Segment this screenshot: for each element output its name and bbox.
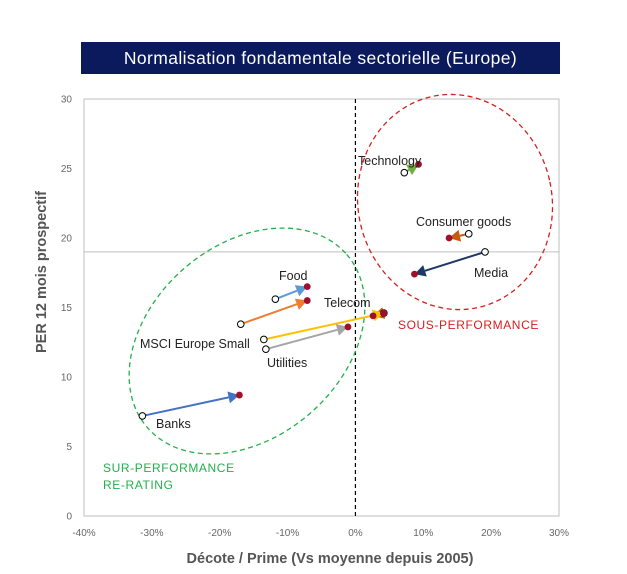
y-tick-label: 5	[66, 442, 72, 453]
series-label: Media	[474, 266, 508, 280]
y-tick-label: 10	[61, 373, 73, 384]
end-point	[411, 270, 418, 278]
x-tick-label: 10%	[413, 528, 433, 539]
series-label: Consumer goods	[416, 215, 511, 229]
chart-labels: Technology Consumer goods Media Food Telecom…	[140, 154, 511, 431]
end-point	[369, 312, 377, 320]
plot-frame	[83, 98, 560, 517]
start-point	[400, 168, 409, 177]
y-tick-label: 20	[61, 234, 73, 245]
arrow-line	[263, 314, 374, 341]
zone-ellipse	[128, 227, 366, 455]
y-tick-label: 25	[61, 164, 73, 175]
end-point	[344, 323, 352, 331]
x-tick-label: -40%	[72, 528, 95, 539]
x-axis-title: Décote / Prime (Vs moyenne depuis 2005)	[187, 551, 474, 567]
x-tick-label: 20%	[481, 528, 501, 539]
start-point	[138, 412, 147, 420]
end-point	[415, 160, 422, 168]
zone-label: RE-RATING	[103, 478, 174, 492]
zone-label: SUR-PERFORMANCE	[103, 461, 235, 475]
series-label: Banks	[156, 417, 191, 431]
x-tick-label: -20%	[208, 528, 231, 539]
end-point	[303, 297, 311, 304]
chart-axes: -40% -30% -20% -10% 0% 10% 20% 30% 0 5 10 15 20 25 30	[61, 95, 569, 540]
arrow-line	[274, 289, 298, 301]
chart-zones: SUR-PERFORMANCE RE-RATING SOUS-PERFORMANCE	[103, 93, 554, 492]
start-point	[260, 335, 268, 344]
end-point	[303, 283, 311, 291]
zone-ellipse	[356, 93, 554, 311]
chart-arrows	[138, 160, 489, 420]
y-tick-label: 30	[61, 95, 73, 106]
start-point	[236, 320, 245, 328]
x-tick-label: -30%	[140, 528, 163, 539]
zone-label: SOUS-PERFORMANCE	[398, 318, 539, 332]
x-tick-label: 30%	[549, 528, 569, 539]
start-point	[481, 248, 489, 256]
y-tick-label: 15	[61, 303, 73, 314]
end-point	[445, 234, 453, 242]
start-point	[271, 295, 280, 303]
arrow-line	[240, 303, 298, 326]
arrowhead	[406, 164, 419, 176]
x-tick-label: -10%	[276, 528, 299, 539]
series-label: Food	[279, 269, 308, 283]
x-tick-label: 0%	[348, 528, 363, 539]
series-label: MSCI Europe Small	[140, 337, 250, 351]
y-tick-label: 0	[66, 512, 72, 523]
start-point	[464, 230, 473, 238]
end-point	[235, 391, 243, 399]
series-label: Technology	[358, 154, 422, 168]
arrow-line	[424, 250, 486, 272]
y-axis-title: PER 12 mois prospectif	[34, 191, 50, 353]
series-label: Utilities	[267, 356, 307, 370]
chart-title: Normalisation fondamentale sectorielle (…	[81, 42, 560, 74]
start-point	[262, 345, 270, 354]
arrow-line	[142, 396, 229, 417]
series-label: Telecom	[324, 296, 371, 310]
arrow-line	[265, 328, 338, 351]
end-point	[380, 309, 388, 317]
